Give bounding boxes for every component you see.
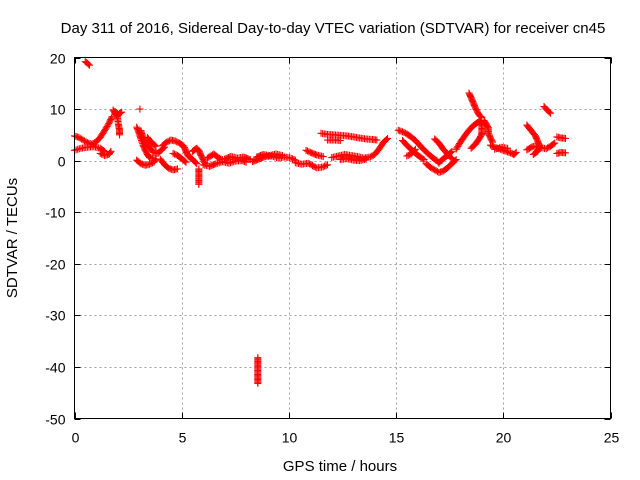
data-point — [195, 180, 203, 188]
data-point — [319, 153, 327, 161]
data-point — [529, 150, 537, 158]
plot-frame — [74, 57, 611, 419]
data-point — [411, 145, 419, 153]
data-point — [384, 134, 392, 142]
data-point — [101, 127, 109, 135]
data-point — [454, 142, 462, 150]
data-point — [362, 155, 370, 163]
data-point — [453, 144, 461, 152]
data-point — [290, 155, 298, 163]
data-point — [151, 141, 159, 149]
data-point — [193, 160, 201, 168]
data-point — [152, 142, 160, 150]
data-point — [530, 150, 538, 158]
data-point — [452, 156, 460, 164]
chart-title: Day 311 of 2016, Sidereal Day-to-day VTE… — [61, 20, 606, 37]
data-point — [84, 60, 92, 68]
data-point — [447, 148, 455, 156]
data-point — [323, 161, 331, 169]
data-point — [545, 108, 553, 116]
data-point — [455, 141, 463, 149]
data-point — [452, 145, 460, 153]
y-tick-label: -10 — [45, 205, 65, 221]
y-tick-label: -20 — [45, 257, 65, 273]
data-point — [478, 130, 486, 138]
data-point — [107, 114, 115, 122]
data-point — [448, 155, 456, 163]
data-point — [192, 159, 200, 167]
x-axis-title: GPS time / hours — [283, 458, 397, 475]
data-point — [410, 146, 418, 154]
data-point — [103, 122, 111, 130]
y-tick-label: 20 — [50, 51, 66, 67]
data-point — [322, 161, 330, 169]
data-point — [101, 125, 109, 133]
y-tick-label: -40 — [45, 360, 65, 376]
data-point — [117, 109, 125, 117]
data-point — [551, 139, 559, 147]
x-tick-label: 10 — [282, 430, 298, 446]
data-point — [419, 155, 427, 163]
y-tick-label: 10 — [50, 102, 66, 118]
data-point — [86, 61, 94, 69]
y-axis-title: SDTVAR / TECUs — [4, 178, 21, 298]
data-point — [546, 109, 554, 117]
data-point — [173, 165, 181, 173]
data-point — [181, 157, 189, 165]
data-point — [136, 105, 144, 113]
data-point — [254, 379, 262, 387]
data-point — [512, 148, 520, 156]
y-tick-label: 0 — [58, 154, 66, 170]
data-point — [561, 134, 569, 142]
data-point — [420, 156, 428, 164]
data-point — [336, 137, 344, 145]
data-point — [504, 144, 512, 152]
data-point — [118, 108, 126, 116]
x-tick-label: 15 — [389, 430, 405, 446]
grid-lines — [74, 57, 611, 419]
data-point — [182, 158, 190, 166]
axis-ticks: -50 -40 -30 -20 -10 0 10 20 0 5 10 15 20 25 — [45, 51, 619, 446]
data-points — [71, 58, 569, 387]
data-point — [477, 131, 485, 139]
y-tick-label: -50 — [45, 412, 65, 428]
data-point — [448, 147, 456, 155]
data-point — [511, 149, 519, 157]
data-point — [106, 148, 114, 156]
data-point — [278, 151, 286, 159]
data-point — [373, 136, 381, 144]
data-point — [107, 147, 115, 155]
data-point — [561, 149, 569, 157]
data-point — [116, 131, 124, 139]
data-point — [477, 113, 485, 121]
x-tick-label: 20 — [496, 430, 512, 446]
data-point — [382, 135, 390, 143]
x-tick-label: 0 — [72, 430, 80, 446]
data-point — [151, 156, 159, 164]
data-point — [550, 140, 558, 148]
y-tick-label: -30 — [45, 308, 65, 324]
x-tick-label: 5 — [179, 430, 187, 446]
x-tick-label: 25 — [604, 430, 620, 446]
data-point — [102, 124, 110, 132]
